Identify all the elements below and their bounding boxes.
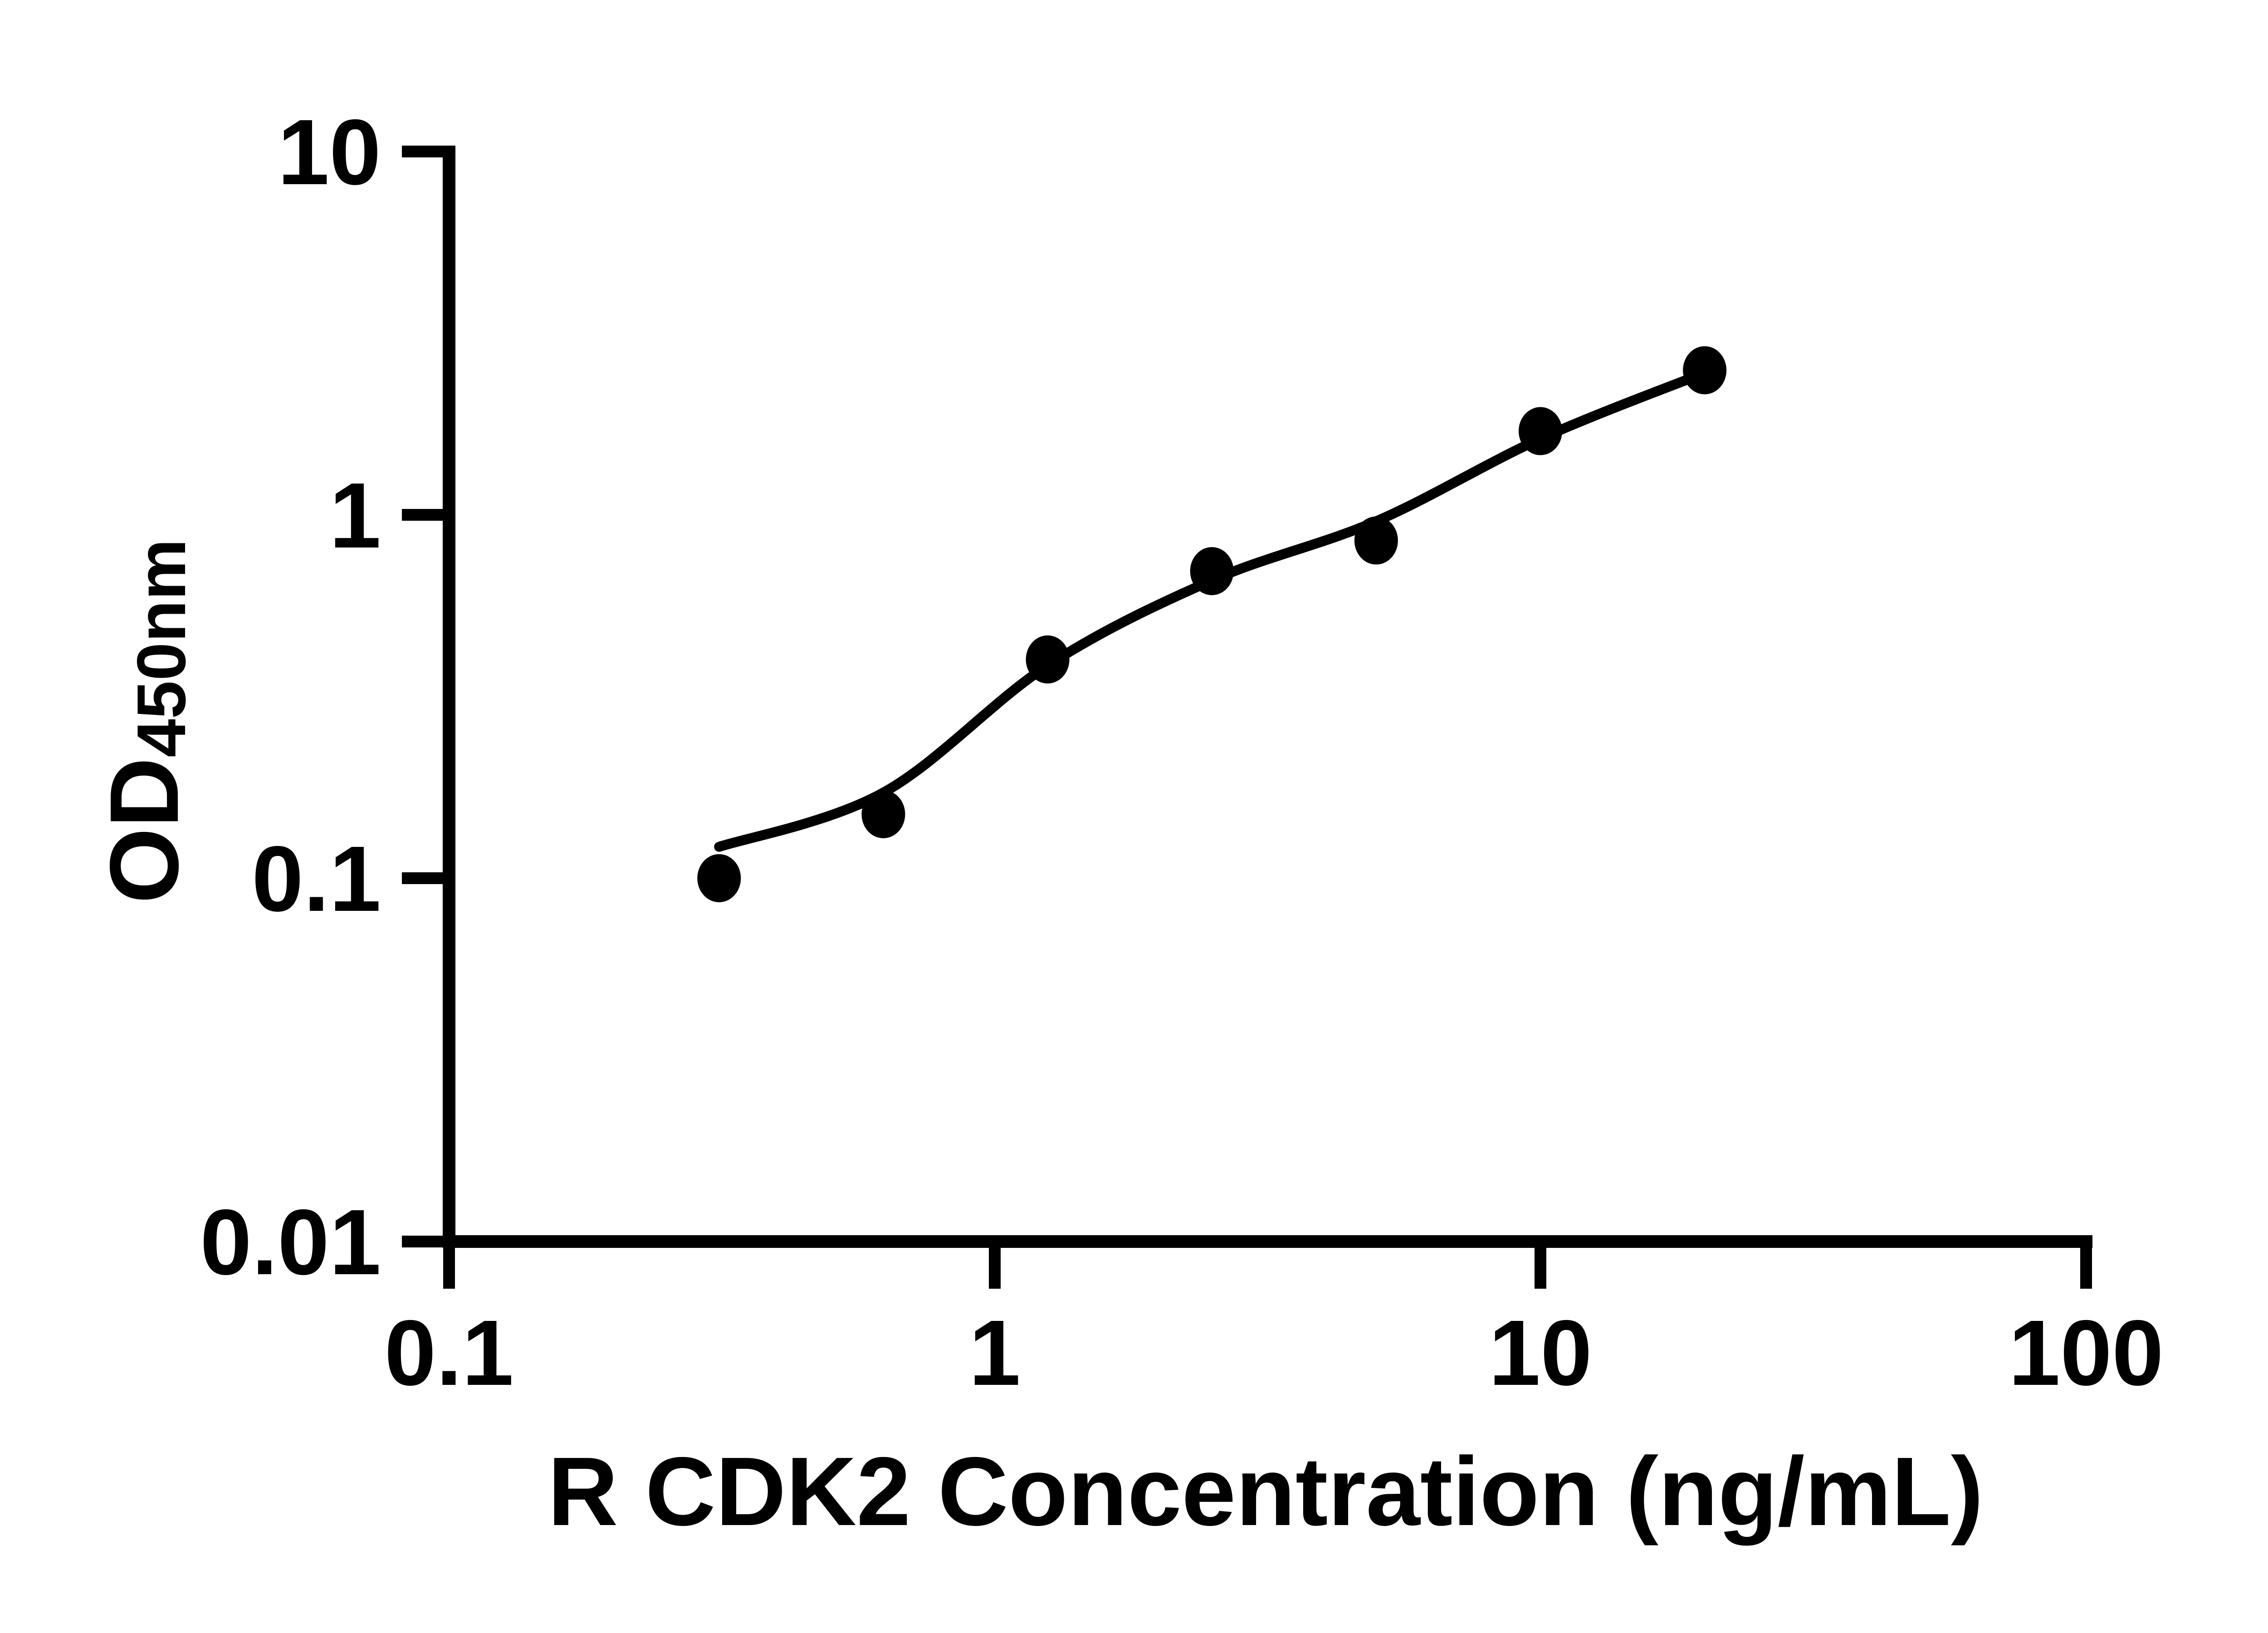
y-tick-label-1: 1 xyxy=(329,464,381,567)
y-axis-title-main: OD xyxy=(89,758,199,904)
x-tick-label-10: 10 xyxy=(1489,1301,1592,1405)
data-point-0.625ng-ml xyxy=(861,790,905,838)
data-point-2.5ng-ml xyxy=(1190,547,1234,596)
data-point-10ng-ml xyxy=(1519,407,1562,455)
x-axis-title: R CDK2 Concentration (ng/mL) xyxy=(547,1437,1983,1546)
y-axis-title: OD450nm xyxy=(89,539,200,904)
data-point-5ng-ml xyxy=(1354,516,1398,565)
data-point-0.3125ng-ml xyxy=(697,854,741,902)
x-tick-label-1: 1 xyxy=(969,1301,1021,1405)
y-tick-label-0.01: 0.01 xyxy=(200,1190,381,1294)
y-axis-title-subscript: 450nm xyxy=(123,539,200,758)
data-point-20ng-ml xyxy=(1683,346,1727,395)
x-tick-label-100: 100 xyxy=(2009,1301,2164,1405)
y-tick-label-10: 10 xyxy=(278,100,381,204)
data-point-1.25ng-ml xyxy=(1026,635,1070,684)
x-tick-label-0.1: 0.1 xyxy=(385,1301,514,1405)
y-tick-label-0.1: 0.1 xyxy=(252,827,381,931)
